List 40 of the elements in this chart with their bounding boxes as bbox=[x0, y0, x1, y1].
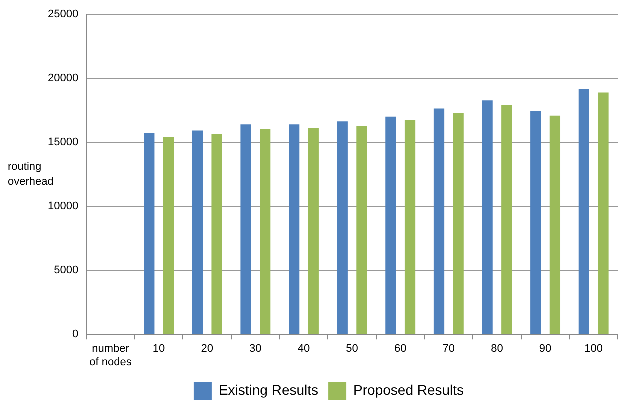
bar bbox=[356, 126, 368, 334]
x-tick-label: 20 bbox=[201, 343, 214, 356]
x-tick-label: 40 bbox=[298, 343, 310, 356]
bar bbox=[260, 129, 271, 334]
bar bbox=[530, 111, 542, 334]
bar bbox=[482, 100, 493, 334]
bar bbox=[502, 105, 512, 334]
x-tick-label: 30 bbox=[250, 343, 262, 356]
legend-label: Existing Results bbox=[218, 382, 319, 398]
bar bbox=[578, 89, 590, 334]
x-tick-label: number of nodes bbox=[90, 343, 132, 368]
x-tick-label: 10 bbox=[152, 343, 166, 356]
bar bbox=[192, 130, 204, 334]
bar bbox=[404, 120, 416, 334]
bar bbox=[163, 137, 174, 334]
y-tick-label: 0 bbox=[72, 328, 79, 341]
y-tick-label: 10000 bbox=[48, 200, 79, 213]
x-tick-label: 80 bbox=[491, 343, 504, 356]
y-tick-label: 25000 bbox=[48, 8, 79, 21]
legend-label: Proposed Results bbox=[354, 382, 464, 398]
bar bbox=[144, 133, 155, 334]
bar bbox=[453, 113, 464, 334]
bar bbox=[308, 128, 319, 334]
x-tick-label: 50 bbox=[346, 343, 358, 356]
x-tick-label: 60 bbox=[394, 343, 407, 356]
bar bbox=[598, 92, 609, 334]
bar bbox=[434, 108, 445, 334]
x-tick-label: 90 bbox=[539, 343, 552, 356]
y-tick-label: 5000 bbox=[54, 264, 79, 277]
bar bbox=[550, 116, 561, 334]
y-tick-label: 15000 bbox=[48, 136, 79, 149]
bar bbox=[386, 116, 396, 334]
y-tick-label: 20000 bbox=[48, 72, 79, 85]
x-tick-label: 70 bbox=[442, 343, 456, 356]
y-axis-title: routing overhead bbox=[8, 160, 55, 190]
bar bbox=[289, 124, 300, 334]
bar bbox=[337, 122, 348, 334]
bar bbox=[240, 124, 252, 334]
x-tick-label: 100 bbox=[584, 343, 604, 356]
bar bbox=[212, 134, 222, 334]
